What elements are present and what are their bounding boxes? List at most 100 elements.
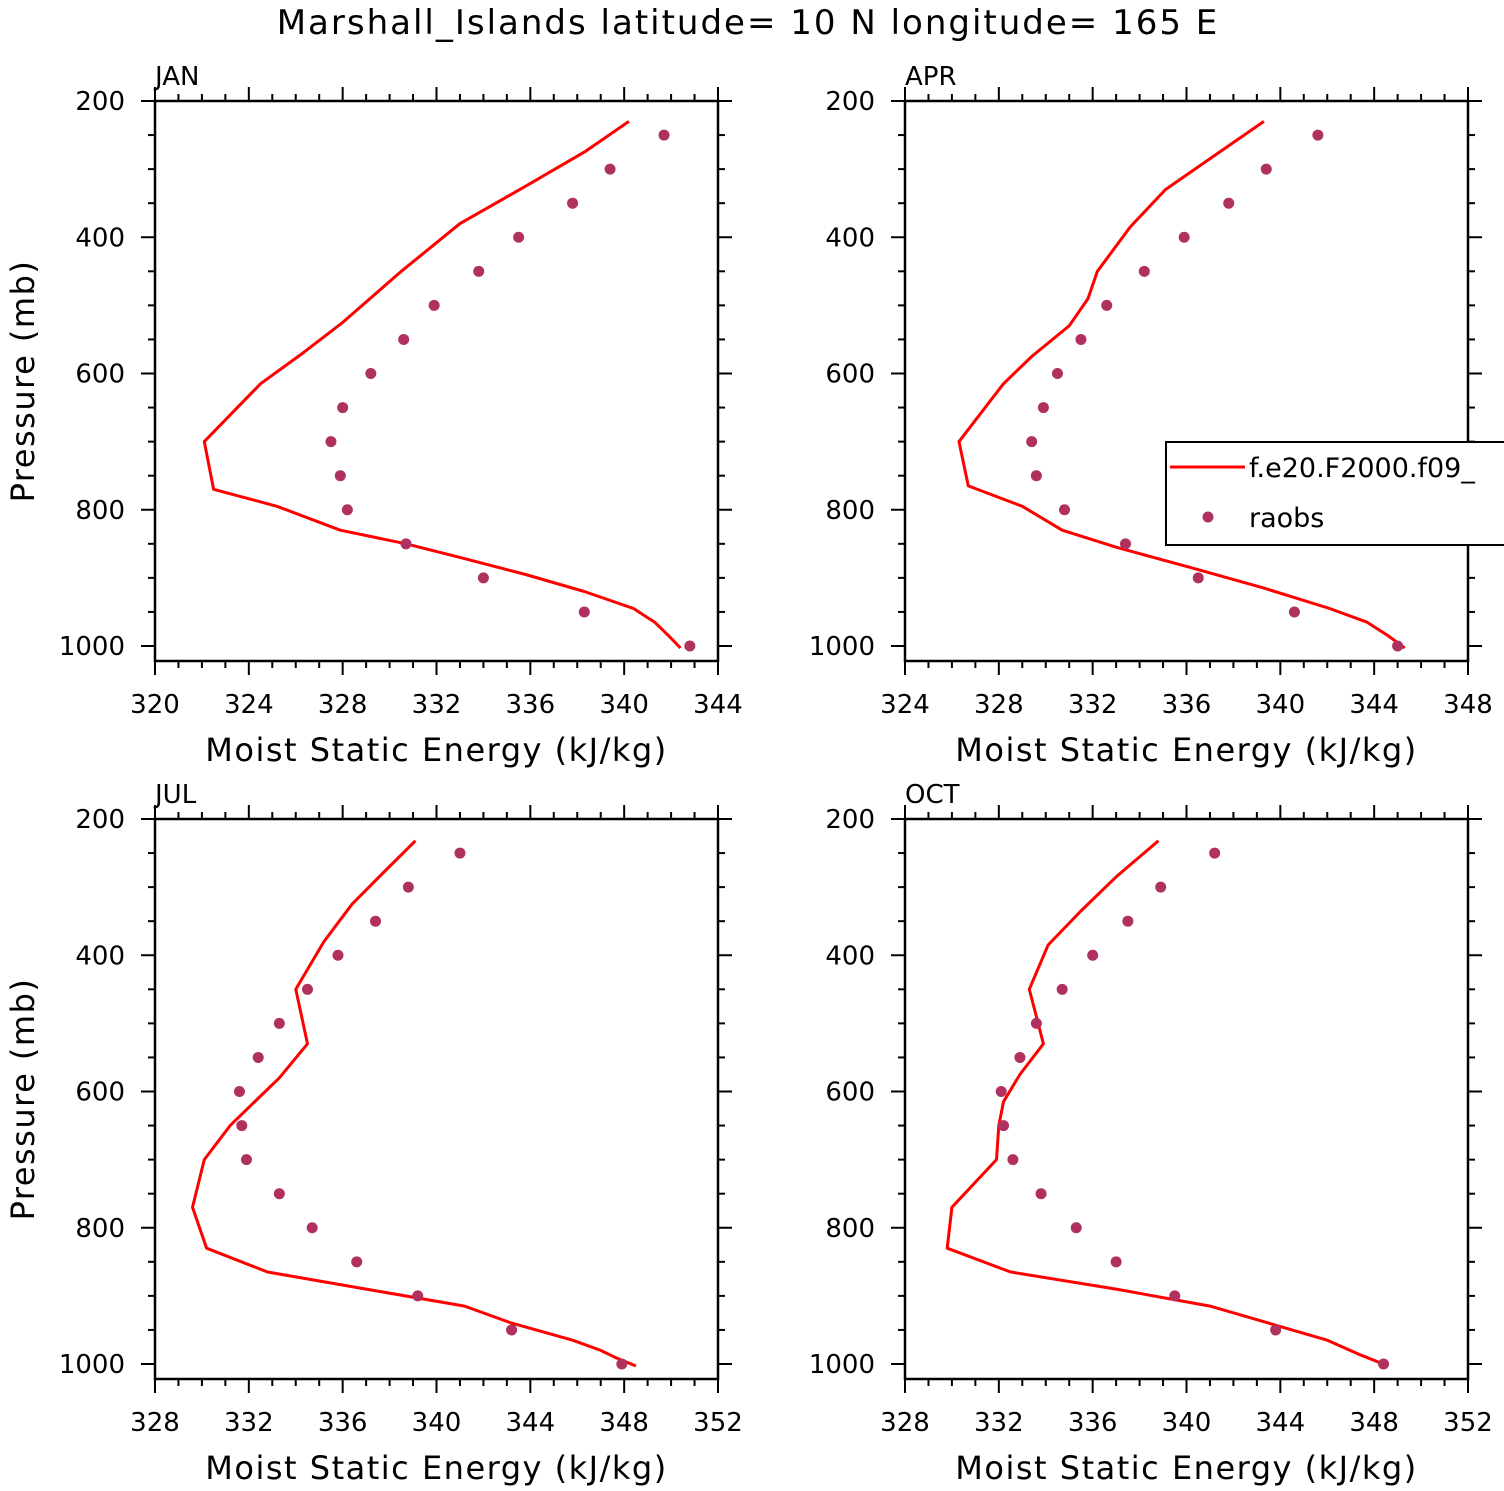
obs-point <box>1075 333 1087 345</box>
y-tick-label: 600 <box>825 1078 875 1108</box>
x-tick-label: 344 <box>693 690 743 720</box>
obs-point <box>1169 1290 1181 1302</box>
obs-point <box>1007 1154 1019 1166</box>
x-tick-label: 336 <box>1162 690 1212 720</box>
y-tick-label: 200 <box>75 87 125 117</box>
obs-point <box>1192 572 1204 584</box>
x-tick-label: 336 <box>506 690 556 720</box>
panel-jan: JAN 320 324 328 332 336 340 344 200 400 600 800 1000… <box>4 62 743 769</box>
obs-point <box>370 915 382 927</box>
obs-point <box>325 436 337 448</box>
obs-point <box>1120 538 1132 550</box>
obs-point <box>998 1120 1010 1132</box>
panel-label: JAN <box>153 62 199 92</box>
obs-point <box>1288 606 1300 618</box>
y-tick-label: 1000 <box>809 632 875 662</box>
plot-frame <box>903 99 1470 663</box>
obs-point <box>341 504 353 516</box>
obs-point <box>351 1256 363 1268</box>
x-tick-label: 324 <box>224 690 274 720</box>
x-tick-label: 344 <box>506 1408 556 1438</box>
x-tick-label: 336 <box>1068 1408 1118 1438</box>
obs-point <box>1056 983 1068 995</box>
x-tick-label: 328 <box>318 690 368 720</box>
panel-jul: JUL 328 332 336 340 344 348 352 200 400 600 800 1000… <box>4 780 743 1487</box>
y-tick-label: 1000 <box>809 1350 875 1380</box>
obs-point <box>398 333 410 345</box>
panel-apr: APR 324 328 332 336 340 344 348 200 400 600 800 1000… <box>809 62 1493 769</box>
x-tick-label: 344 <box>1256 1408 1306 1438</box>
x-tick-label: 332 <box>974 1408 1024 1438</box>
plot-frame <box>903 817 1470 1381</box>
model-series-line <box>957 120 1406 650</box>
obs-point <box>1209 847 1221 859</box>
y-tick-label: 400 <box>75 941 125 971</box>
obs-point <box>240 1154 252 1166</box>
x-tick-label: 352 <box>1443 1408 1493 1438</box>
y-tick-label: 1000 <box>59 632 125 662</box>
obs-point <box>306 1222 318 1234</box>
obs-point <box>684 640 696 652</box>
obs-point <box>1026 436 1038 448</box>
obs-point <box>1312 129 1324 141</box>
obs-point <box>400 538 412 550</box>
panel-label: JUL <box>153 780 197 810</box>
obs-point <box>1059 504 1071 516</box>
x-tick-label: 340 <box>412 1408 462 1438</box>
legend-model-label: f.e20.F2000.f09_ <box>1249 453 1475 484</box>
obs-point <box>658 129 670 141</box>
model-series-line <box>202 120 682 650</box>
obs-point <box>236 1120 248 1132</box>
x-tick-label: 324 <box>880 690 930 720</box>
x-tick-label: 348 <box>1349 1408 1399 1438</box>
x-tick-label: 348 <box>599 1408 649 1438</box>
obs-point <box>454 847 466 859</box>
model-series-line <box>945 839 1389 1368</box>
obs-point <box>1051 368 1063 379</box>
panel-label: OCT <box>905 780 960 810</box>
obs-point <box>1087 949 1099 961</box>
plot-frame <box>153 99 720 663</box>
obs-point <box>1110 1256 1122 1268</box>
y-tick-label: 600 <box>75 360 125 390</box>
obs-point <box>1260 163 1272 175</box>
obs-point <box>473 265 485 277</box>
x-tick-label: 332 <box>412 690 462 720</box>
legend-obs-label: raobs <box>1249 503 1324 534</box>
obs-point <box>301 983 313 995</box>
x-tick-label: 328 <box>974 690 1024 720</box>
y-tick-label: 200 <box>825 805 875 835</box>
obs-point <box>1014 1051 1026 1063</box>
obs-point <box>513 231 525 243</box>
obs-point <box>334 470 346 482</box>
y-tick-label: 400 <box>825 223 875 253</box>
obs-point <box>1378 1358 1390 1370</box>
obs-point <box>1178 231 1190 243</box>
obs-point <box>506 1324 518 1336</box>
y-tick-label: 1000 <box>59 1350 125 1380</box>
model-series-line <box>191 839 637 1368</box>
obs-point <box>578 606 590 618</box>
obs-point <box>1070 1222 1082 1234</box>
x-axis-label: Moist Static Energy (kJ/kg) <box>205 1449 667 1487</box>
obs-point <box>567 197 579 209</box>
y-axis-label: Pressure (mb) <box>4 978 42 1221</box>
y-tick-label: 200 <box>75 805 125 835</box>
x-tick-label: 332 <box>224 1408 274 1438</box>
x-tick-label: 328 <box>880 1408 930 1438</box>
panels: JAN 320 324 328 332 336 340 344 200 400 600 800 1000… <box>4 62 1493 1487</box>
obs-point <box>1223 197 1235 209</box>
x-tick-label: 328 <box>130 1408 180 1438</box>
obs-point <box>233 1086 245 1097</box>
obs-point <box>1392 640 1404 652</box>
obs-point <box>273 1017 285 1029</box>
x-tick-label: 332 <box>1068 690 1118 720</box>
obs-point <box>332 949 344 961</box>
panel-oct: OCT 328 332 336 340 344 348 352 200 400 600 800 1000… <box>809 780 1493 1487</box>
obs-point <box>1270 1324 1282 1336</box>
x-axis-label: Moist Static Energy (kJ/kg) <box>955 1449 1417 1487</box>
obs-point <box>365 368 377 379</box>
y-tick-label: 800 <box>825 1214 875 1244</box>
legend-obs-marker <box>1202 511 1214 523</box>
